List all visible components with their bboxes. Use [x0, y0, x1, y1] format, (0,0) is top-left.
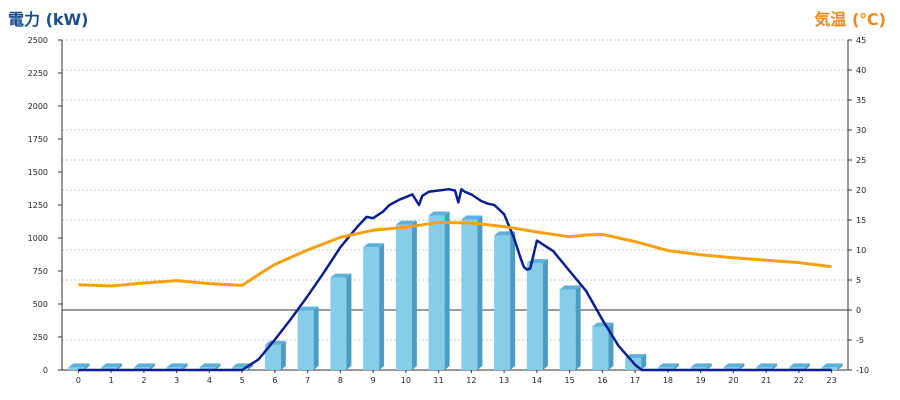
x-tick-label: 21 [761, 376, 771, 385]
left-tick-label: 2250 [28, 69, 48, 78]
x-tick-label: 11 [434, 376, 444, 385]
bar [101, 363, 123, 370]
right-tick-label: 45 [856, 36, 866, 45]
left-tick-label: 750 [33, 267, 48, 276]
bar [723, 363, 745, 370]
bar [395, 220, 417, 370]
left-tick-label: 250 [33, 333, 48, 342]
left-tick-label: 500 [33, 300, 48, 309]
right-tick-label: 40 [856, 66, 866, 75]
x-tick-label: 20 [728, 376, 738, 385]
bar [133, 363, 155, 370]
right-tick-label: -5 [856, 336, 864, 345]
x-tick-label: 1 [109, 376, 114, 385]
right-tick-label: 30 [856, 126, 866, 135]
left-tick-label: 1500 [28, 168, 48, 177]
x-tick-label: 10 [401, 376, 411, 385]
bar [494, 231, 516, 370]
bar [526, 259, 548, 370]
bar [166, 363, 188, 370]
left-tick-label: 1000 [28, 234, 48, 243]
x-tick-label: 3 [174, 376, 179, 385]
right-tick-label: 15 [856, 216, 866, 225]
bar [199, 363, 221, 370]
right-tick-label: 5 [856, 276, 861, 285]
bar [461, 215, 483, 370]
right-tick-label: 35 [856, 96, 866, 105]
right-tick-label: 20 [856, 186, 866, 195]
left-tick-label: 1250 [28, 201, 48, 210]
bar [330, 273, 352, 370]
bar [657, 363, 679, 370]
left-axis-title: 電力 (kW) [8, 10, 89, 29]
right-tick-label: 25 [856, 156, 866, 165]
x-tick-label: 5 [240, 376, 245, 385]
right-axis-title: 気温 (℃) [814, 10, 886, 29]
right-tick-label: 0 [856, 306, 861, 315]
right-tick-label: -10 [856, 366, 869, 375]
bar [788, 363, 810, 370]
x-tick-label: 16 [597, 376, 607, 385]
bar [297, 306, 319, 370]
left-tick-label: 2500 [28, 36, 48, 45]
x-tick-label: 4 [207, 376, 212, 385]
x-tick-label: 23 [827, 376, 837, 385]
x-tick-label: 9 [371, 376, 376, 385]
bar [756, 363, 778, 370]
bar [264, 340, 286, 370]
x-tick-label: 18 [663, 376, 673, 385]
bar [690, 363, 712, 370]
x-tick-label: 2 [141, 376, 146, 385]
left-tick-label: 0 [43, 366, 48, 375]
bar [68, 363, 90, 370]
left-tick-label: 1750 [28, 135, 48, 144]
bar [559, 285, 581, 370]
x-tick-label: 19 [696, 376, 706, 385]
bar [428, 211, 450, 370]
power-line [78, 187, 832, 372]
x-tick-label: 0 [76, 376, 81, 385]
x-tick-label: 15 [565, 376, 575, 385]
bar [363, 243, 385, 370]
x-tick-label: 7 [305, 376, 310, 385]
x-tick-label: 12 [466, 376, 476, 385]
left-tick-label: 2000 [28, 102, 48, 111]
x-tick-label: 13 [499, 376, 509, 385]
bar [592, 322, 614, 370]
bar [821, 363, 843, 370]
x-tick-label: 17 [630, 376, 640, 385]
x-tick-label: 22 [794, 376, 804, 385]
x-tick-label: 6 [272, 376, 277, 385]
x-tick-label: 14 [532, 376, 542, 385]
x-tick-label: 8 [338, 376, 343, 385]
right-tick-label: 10 [856, 246, 866, 255]
temperature-line [78, 220, 832, 288]
